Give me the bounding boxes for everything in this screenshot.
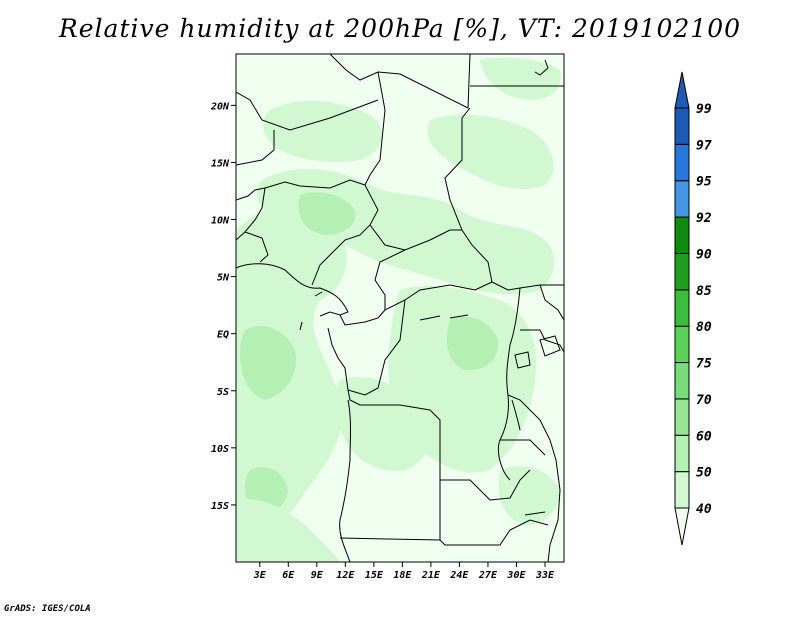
humidity-field xyxy=(236,54,564,562)
lon-tick-label: 21E xyxy=(421,570,441,581)
colorbar-label: 97 xyxy=(696,138,712,153)
border-line xyxy=(339,537,441,541)
border-line xyxy=(244,231,269,263)
border-line xyxy=(299,291,323,331)
border-line xyxy=(539,335,561,357)
border-line xyxy=(236,187,266,241)
lon-tick-label: 33E xyxy=(535,570,555,581)
humidity-area xyxy=(480,57,561,100)
lat-tick-label: 5N xyxy=(217,273,230,284)
colorbar-label: 95 xyxy=(696,175,712,190)
colorbar-segment xyxy=(674,216,690,254)
border-line xyxy=(419,314,469,321)
colorbar-segment xyxy=(674,143,690,182)
border-line xyxy=(500,439,546,456)
credit-text: GrADS: IGES/COLA xyxy=(4,604,91,614)
lon-tick-label: 24E xyxy=(449,570,469,581)
colorbar-segment xyxy=(674,180,690,218)
colorbar-label: 40 xyxy=(696,502,712,517)
colorbar-segment xyxy=(674,289,690,327)
colorbar-label: 60 xyxy=(696,429,712,444)
colorbar-label: 75 xyxy=(696,357,712,372)
humidity-area xyxy=(263,100,383,162)
border-line xyxy=(520,329,564,353)
lon-tick-label: 6E xyxy=(282,570,295,581)
colorbar-segment xyxy=(674,362,690,400)
colorbar-segment xyxy=(674,471,690,509)
colorbar-label: 92 xyxy=(696,211,712,226)
border-line xyxy=(514,351,531,369)
colorbar-label: 85 xyxy=(696,284,712,299)
lon-tick-label: 12E xyxy=(336,570,355,581)
humidity-area xyxy=(240,326,296,400)
colorbar-label: 80 xyxy=(696,320,712,335)
border-line xyxy=(339,309,386,326)
map-frame xyxy=(235,53,565,563)
longitude-axis: 3E 6E 9E 12E 15E 18E 21E 24E 27E 30E 33E xyxy=(253,562,555,581)
colorbar-segment xyxy=(674,252,690,291)
humidity-area xyxy=(334,376,431,471)
country-borders xyxy=(236,54,564,562)
colorbar-lower-triangle xyxy=(674,507,690,546)
colorbar-label: 70 xyxy=(696,393,712,408)
colorbar-segment xyxy=(674,434,690,473)
humidity-area xyxy=(498,466,560,525)
border-line xyxy=(236,91,379,131)
border-line xyxy=(374,249,493,311)
lon-tick-label: 3E xyxy=(253,570,267,581)
chart-title: Relative humidity at 200hPa [%], VT: 201… xyxy=(58,14,742,43)
humidity-area xyxy=(427,114,554,190)
border-line xyxy=(524,511,546,516)
colorbar-label: 50 xyxy=(696,466,712,481)
colorbar: 40 50 60 70 75 80 85 90 92 95 97 99 xyxy=(674,71,712,546)
colorbar-label: 99 xyxy=(696,102,712,117)
lon-tick-label: 27E xyxy=(478,570,498,581)
lat-tick-label: 10S xyxy=(211,444,229,455)
lat-tick-label: 15N xyxy=(211,158,230,169)
lat-tick-label: 20N xyxy=(210,101,230,112)
lon-tick-label: 18E xyxy=(393,570,412,581)
border-line xyxy=(369,224,462,251)
border-line xyxy=(264,179,379,286)
lat-tick-label: 5S xyxy=(217,387,229,398)
border-line xyxy=(236,130,275,166)
humidity-area xyxy=(446,316,499,371)
border-line xyxy=(327,299,406,396)
colorbar-segment xyxy=(674,398,690,436)
border-line xyxy=(507,394,561,562)
lat-tick-label: 15S xyxy=(211,501,229,512)
border-line xyxy=(236,263,349,317)
colorbar-label: 90 xyxy=(696,247,712,262)
colorbar-upper-triangle xyxy=(674,71,690,109)
lat-tick-label: EQ xyxy=(217,330,229,341)
map-panel xyxy=(235,53,565,563)
humidity-area xyxy=(236,499,340,562)
border-line xyxy=(339,399,351,562)
border-line xyxy=(364,71,386,186)
lon-tick-label: 30E xyxy=(506,570,526,581)
lon-tick-label: 9E xyxy=(311,570,324,581)
humidity-area xyxy=(298,192,356,235)
border-line xyxy=(511,399,521,431)
border-line xyxy=(534,59,549,76)
border-line xyxy=(539,284,564,321)
lon-tick-label: 15E xyxy=(365,570,384,581)
lat-tick-label: 10N xyxy=(211,216,230,227)
colorbar-segment xyxy=(674,107,690,145)
colorbar-segment xyxy=(674,325,690,364)
latitude-axis: 20N 15N 10N 5N EQ 5S 10S 15S xyxy=(210,101,236,512)
